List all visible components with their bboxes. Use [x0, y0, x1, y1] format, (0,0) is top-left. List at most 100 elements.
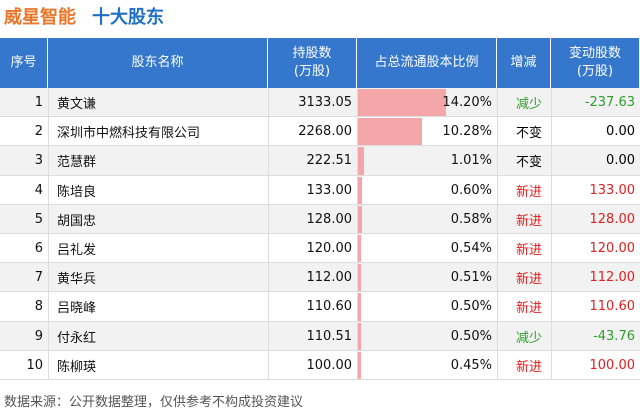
header-text: 增减 — [510, 55, 537, 70]
ratio-bar — [358, 89, 447, 117]
cell-border — [551, 263, 552, 293]
holder-name: 陈培良 — [57, 184, 97, 200]
cell-border — [551, 88, 552, 118]
change-amount: 128.00 — [589, 211, 636, 227]
cell-border — [497, 350, 498, 380]
header-text: (万股) — [293, 64, 331, 79]
cell-border — [268, 204, 269, 234]
change-amount: -43.76 — [593, 328, 635, 344]
holder-name: 深圳市中燃科技有限公司 — [57, 126, 201, 142]
shares: 100.00 — [306, 357, 353, 373]
change-amount: 0.00 — [606, 153, 635, 169]
header-text: 占总流通股本比例 — [374, 55, 479, 70]
cell-border — [357, 146, 358, 176]
cell-border — [357, 204, 358, 234]
cell-border — [357, 321, 358, 351]
change-amount: 0.00 — [606, 124, 635, 140]
table-row — [0, 321, 640, 351]
shares: 222.51 — [306, 153, 353, 169]
header-text: 序号 — [10, 55, 37, 70]
cell-border — [48, 88, 49, 118]
cell-border — [48, 234, 49, 264]
rank: 3 — [34, 153, 43, 169]
table-row — [0, 88, 640, 118]
ratio-bar — [358, 118, 422, 146]
change-type: 新进 — [516, 359, 543, 375]
holder-name: 吕晓峰 — [57, 301, 97, 317]
table-row — [0, 350, 640, 380]
cell-border — [551, 204, 552, 234]
change-type: 减少 — [516, 97, 543, 113]
cell-border — [48, 175, 49, 205]
holder-name: 吕礼发 — [57, 243, 97, 259]
cell-border — [268, 263, 269, 293]
shares: 110.60 — [306, 299, 353, 315]
header-cell: 占总流通股本比例 — [357, 38, 497, 88]
table-header — [0, 38, 640, 88]
cell-border — [48, 321, 49, 351]
holder-name: 胡国忠 — [57, 213, 97, 229]
cell-border — [357, 263, 358, 293]
header-text: 股东名称 — [131, 55, 184, 70]
change-type: 不变 — [516, 155, 543, 171]
cell-border — [48, 204, 49, 234]
cell-border — [48, 146, 49, 176]
rank: 6 — [34, 241, 43, 257]
rank: 8 — [34, 299, 43, 315]
table-row — [0, 292, 640, 322]
rank: 2 — [34, 124, 43, 140]
change-type: 新进 — [516, 184, 543, 200]
footer-note: 数据来源：公开数据整理，仅供参考不构成投资建议 — [4, 395, 304, 410]
header-cell: 增减 — [497, 38, 551, 88]
change-type: 不变 — [516, 126, 543, 142]
ratio-label: 1.01% — [450, 153, 492, 169]
table-row — [0, 263, 640, 293]
change-amount: 112.00 — [589, 270, 636, 286]
table-row — [0, 146, 640, 176]
cell-border — [268, 88, 269, 118]
ratio-bar — [358, 264, 362, 292]
ratio-bar — [358, 235, 362, 263]
cell-border — [268, 234, 269, 264]
change-type: 新进 — [516, 272, 543, 288]
ratio-label: 0.51% — [450, 270, 492, 286]
cell-border — [497, 234, 498, 264]
shares: 2268.00 — [298, 124, 352, 140]
ratio-label: 14.20% — [442, 95, 492, 111]
ratio-label: 0.58% — [450, 211, 492, 227]
header-cell: 股东名称 — [48, 38, 268, 88]
ratio-label: 0.60% — [450, 182, 492, 198]
cell-border — [551, 146, 552, 176]
shares: 112.00 — [306, 270, 353, 286]
holder-name: 黄华兵 — [57, 272, 97, 288]
rank: 9 — [34, 328, 43, 344]
cell-border — [268, 292, 269, 322]
ratio-bar — [358, 205, 362, 233]
cell-border — [48, 263, 49, 293]
header-text: (万股) — [576, 64, 614, 79]
cell-border — [268, 321, 269, 351]
cell-border — [551, 292, 552, 322]
ratio-label: 0.45% — [450, 357, 492, 373]
shares: 110.51 — [306, 328, 353, 344]
cell-border — [48, 350, 49, 380]
cell-border — [268, 350, 269, 380]
change-amount: 133.00 — [589, 182, 636, 198]
cell-border — [357, 234, 358, 264]
header-cell: 变动股数 (万股) — [551, 38, 640, 88]
cell-border — [497, 263, 498, 293]
cell-border — [497, 88, 498, 118]
header-cell: 序号 — [0, 38, 48, 88]
holder-name: 范慧群 — [57, 155, 97, 171]
change-amount: 120.00 — [589, 241, 636, 257]
shares: 133.00 — [306, 182, 353, 198]
ratio-label: 10.28% — [442, 124, 492, 140]
rank: 1 — [34, 95, 43, 111]
cell-border — [551, 350, 552, 380]
change-type: 新进 — [516, 301, 543, 317]
cell-border — [497, 321, 498, 351]
ratio-label: 0.50% — [450, 299, 492, 315]
change-type: 新进 — [516, 213, 543, 229]
cell-border — [551, 117, 552, 147]
